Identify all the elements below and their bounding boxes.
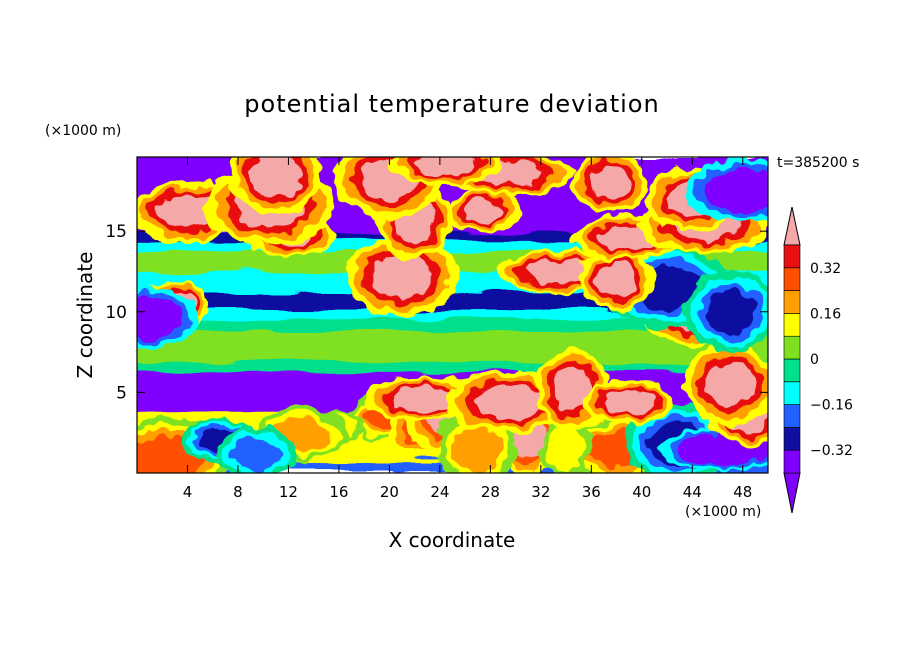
colorbar-swatch (783, 267, 801, 291)
colorbar-tick-label: −0.16 (810, 398, 853, 414)
x-tick-label: 20 (380, 483, 399, 501)
contour-band-6 (137, 317, 768, 331)
x-axis-label: X coordinate (389, 528, 516, 552)
contour-band-13 (137, 230, 768, 242)
x-tick-label: 12 (279, 483, 298, 501)
contour-cell-40 (573, 157, 648, 215)
colorbar-swatch (783, 313, 801, 337)
contour-band-3 (137, 368, 768, 381)
colorbar-tick-label: 0.16 (810, 306, 841, 322)
colorbar-swatch (783, 290, 801, 314)
x-tick-label: 24 (430, 483, 449, 501)
y-axis-ticks: 5 10 15 (105, 222, 768, 403)
x-axis-ticks: 4 8 12 16 20 24 28 32 36 40 44 48 (183, 157, 752, 501)
contour-cells (137, 157, 768, 473)
x-tick-label: 40 (632, 483, 651, 501)
y-tick-label: 15 (105, 222, 127, 242)
colorbar-swatch (783, 244, 801, 269)
colorbar-swatch (783, 335, 801, 360)
colorbar-swatch (783, 404, 801, 428)
x-tick-label: 16 (329, 483, 348, 501)
y-unit-label: (×1000 m) (45, 123, 121, 139)
x-tick-label: 44 (683, 483, 702, 501)
colorbar (783, 206, 801, 514)
x-tick-label: 4 (183, 483, 193, 501)
time-label: t=385200 s (777, 155, 859, 171)
colorbar-over-arrow (783, 206, 801, 246)
contour-cell-29 (683, 271, 768, 353)
x-tick-label: 28 (481, 483, 500, 501)
contour-cell-8 (540, 420, 592, 473)
plot-area (137, 157, 768, 473)
x-tick-label: 32 (531, 483, 550, 501)
colorbar-swatch (783, 427, 801, 451)
contour-band-7 (137, 307, 768, 320)
contour-cell-25 (137, 286, 196, 350)
chart-title: potential temperature deviation (244, 90, 659, 118)
colorbar-swatch (783, 381, 801, 405)
y-tick-label: 5 (116, 383, 127, 403)
x-tick-label: 36 (582, 483, 601, 501)
x-tick-label: 8 (233, 483, 243, 501)
plot-frame (136, 156, 769, 474)
y-tick-label: 10 (105, 303, 127, 323)
contour-cell-28 (579, 248, 654, 311)
contour-cell-18 (365, 376, 477, 421)
contour-band-14 (137, 220, 768, 233)
colorbar-tick-label: −0.32 (810, 443, 853, 459)
colorbar-tick-labels: 0.32 0.16 0 −0.16 −0.32 (810, 261, 853, 459)
contour-cell-19 (444, 370, 575, 434)
colorbar-tick-label: 0.32 (810, 261, 841, 277)
colorbar-under-arrow (783, 472, 801, 514)
contour-cell-41 (229, 157, 323, 216)
contour-cell-43 (684, 159, 768, 223)
contour-band-4 (137, 360, 768, 371)
x-unit-label: (×1000 m) (685, 504, 761, 520)
y-axis-label: Z coordinate (73, 252, 97, 379)
contour-cell-17 (683, 343, 768, 425)
colorbar-swatch (783, 358, 801, 383)
contour-cell-26 (346, 235, 458, 317)
contour-cell-36 (446, 188, 522, 233)
contour-cell-21 (582, 379, 676, 425)
colorbar-swatch (783, 449, 801, 474)
contour-cell-42 (390, 157, 502, 186)
x-tick-label: 48 (733, 483, 752, 501)
contour-cell-13 (217, 427, 297, 473)
contour-band-12 (137, 239, 768, 252)
colorbar-tick-label: 0 (810, 352, 819, 368)
